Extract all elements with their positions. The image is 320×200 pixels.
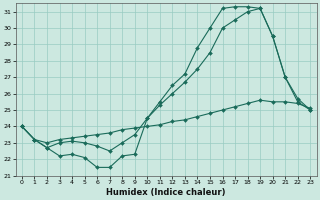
X-axis label: Humidex (Indice chaleur): Humidex (Indice chaleur) [106, 188, 226, 197]
